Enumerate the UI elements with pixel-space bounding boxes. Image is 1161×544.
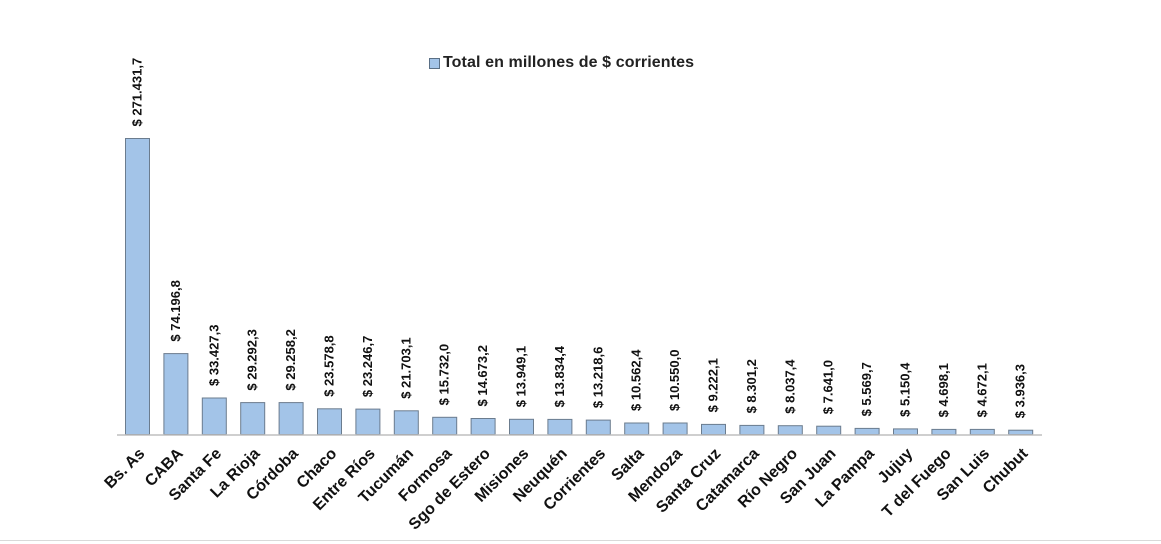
value-label: $ 4.698,1 xyxy=(936,363,951,417)
bar xyxy=(163,353,189,436)
bar xyxy=(777,425,803,436)
value-label: $ 8.037,4 xyxy=(782,359,797,414)
legend-label: Total en millones de $ corrientes xyxy=(443,54,695,71)
value-label: $ 7.641,0 xyxy=(821,360,836,414)
bar xyxy=(701,423,726,435)
bar xyxy=(201,397,227,435)
bar xyxy=(278,402,304,436)
legend: Total en millones de $ corrientes xyxy=(429,54,694,72)
bar xyxy=(624,422,650,435)
value-label: $ 8.301,2 xyxy=(744,359,759,413)
bar xyxy=(893,428,918,435)
value-labels-group: $ 271.431,7 $ 74.196,8 $ 33.427,3 $ 29.292,… xyxy=(130,58,1028,418)
value-label: $ 13.949,1 xyxy=(514,346,529,407)
value-label: $ 5.569,7 xyxy=(859,362,874,416)
bar xyxy=(470,418,496,435)
value-label: $ 271.431,7 xyxy=(130,58,145,127)
bar xyxy=(240,402,266,436)
value-label: $ 14.673,2 xyxy=(475,345,490,406)
value-label: $ 4.672,1 xyxy=(974,363,989,417)
value-label: $ 13.218,6 xyxy=(590,347,605,408)
bar xyxy=(432,416,458,435)
value-label: $ 21.703,1 xyxy=(398,337,413,398)
bar xyxy=(355,408,381,436)
value-label: $ 10.562,4 xyxy=(629,349,644,411)
bottom-divider xyxy=(0,540,1161,541)
bar xyxy=(1008,429,1034,436)
legend-swatch xyxy=(429,57,440,69)
bar xyxy=(509,418,534,435)
value-label: $ 13.834,4 xyxy=(552,345,567,407)
bar xyxy=(393,410,419,435)
value-label: $ 9.222,1 xyxy=(706,358,721,412)
value-label: $ 29.292,3 xyxy=(245,329,260,390)
value-label: $ 3.936,3 xyxy=(1013,364,1028,418)
bar xyxy=(585,419,611,436)
value-label: $ 33.427,3 xyxy=(206,325,221,386)
value-label: $ 15.732,0 xyxy=(437,344,452,405)
category-label: Bs. As xyxy=(102,445,149,492)
bar xyxy=(125,138,150,435)
bar xyxy=(317,408,342,435)
value-label: $ 74.196,8 xyxy=(168,280,183,341)
bar xyxy=(662,422,688,435)
bar xyxy=(931,428,957,435)
bar xyxy=(969,428,995,435)
value-label: $ 5.150,4 xyxy=(898,362,913,417)
bar xyxy=(854,427,880,435)
value-label: $ 23.578,8 xyxy=(322,335,337,396)
value-label: $ 23.246,7 xyxy=(360,336,375,397)
value-label: $ 29.258,2 xyxy=(283,329,298,390)
value-label: $ 10.550,0 xyxy=(667,350,682,411)
bars-group xyxy=(125,138,1034,436)
bar xyxy=(739,424,765,435)
bar xyxy=(816,425,842,436)
bar xyxy=(547,418,573,435)
